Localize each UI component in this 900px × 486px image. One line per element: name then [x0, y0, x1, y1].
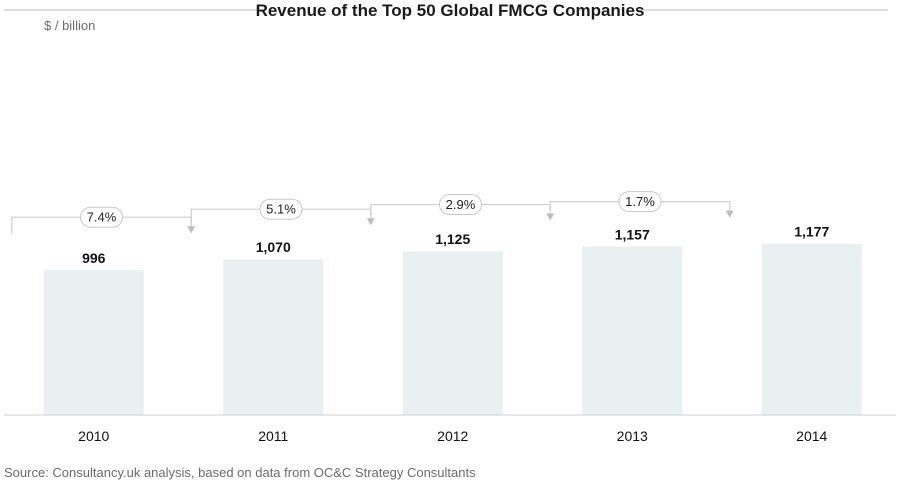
growth-label-3: 1.7% — [625, 194, 655, 209]
growth-pill-1 — [259, 198, 303, 220]
value-label-2010: 996 — [82, 250, 106, 266]
bar-2010 — [43, 269, 144, 415]
growth-pill-0 — [80, 206, 123, 228]
growth-labels-group: 7.4% 5.1% 2.9% 1.7% — [80, 191, 662, 228]
chart-title: Revenue of the Top 50 Global FMCG Compan… — [256, 1, 645, 20]
x-tick-2012: 2012 — [437, 428, 468, 444]
x-tick-2010: 2010 — [78, 428, 109, 444]
growth-pill-3 — [618, 191, 662, 213]
x-tick-2011: 2011 — [258, 428, 288, 444]
value-label-2011: 1,070 — [256, 239, 291, 255]
growth-pill-2 — [439, 194, 482, 216]
growth-arrowhead-0 — [187, 226, 196, 234]
growth-arrowhead-2 — [546, 213, 555, 221]
growth-label-2: 2.9% — [446, 197, 476, 212]
x-tick-2013: 2013 — [617, 428, 648, 444]
value-label-2013: 1,157 — [615, 227, 650, 243]
bar-2014 — [761, 243, 862, 415]
growth-arrowhead-1 — [366, 218, 375, 226]
bars-group — [43, 243, 862, 415]
y-axis-unit-label: $ / billion — [44, 18, 95, 33]
bar-2011 — [223, 259, 324, 415]
growth-label-1: 5.1% — [266, 202, 296, 217]
bar-2013 — [582, 246, 683, 415]
value-labels-group: 996 1,070 1,125 1,157 1,177 — [82, 224, 829, 266]
bar-2012 — [402, 251, 503, 415]
growth-arrowhead-3 — [725, 210, 734, 218]
x-axis-ticks: 2010 2011 2012 2013 2014 — [78, 428, 827, 444]
x-tick-2014: 2014 — [796, 428, 827, 444]
value-label-2012: 1,125 — [435, 231, 470, 247]
source-note: Source: Consultancy.uk analysis, based o… — [4, 465, 476, 480]
growth-label-0: 7.4% — [87, 210, 117, 225]
value-label-2014: 1,177 — [794, 224, 829, 240]
